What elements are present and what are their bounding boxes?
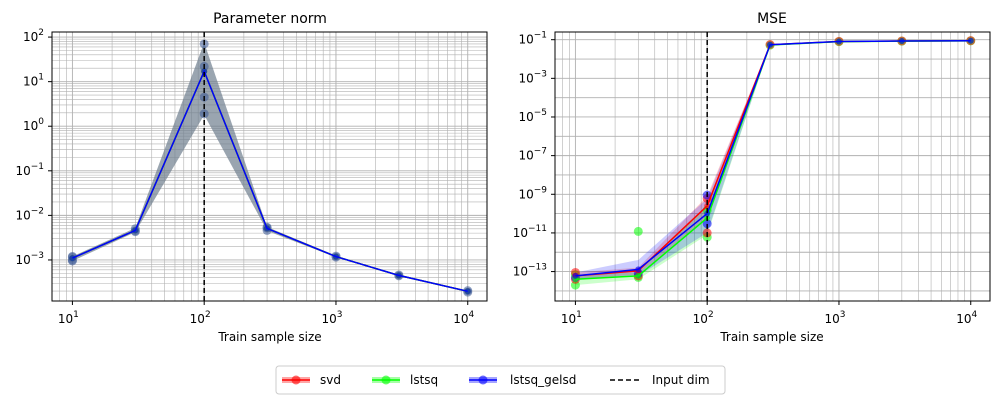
x-axis-label: Train sample size — [217, 330, 321, 344]
legend-item-lstsq: lstsq — [372, 373, 438, 387]
plot-frame — [51, 31, 488, 302]
series-marker-lstsq_gelsd — [967, 37, 974, 44]
data-point — [702, 219, 712, 229]
legend-marker — [478, 375, 488, 385]
legend: svd lstsq lstsq_gelsd Input dim — [275, 365, 726, 395]
y-tick-label: 10−9 — [518, 185, 547, 201]
x-axis-label: Train sample size — [719, 330, 823, 344]
series-marker-lstsq_gelsd — [704, 210, 711, 217]
series-marker-lstsq_gelsd — [332, 253, 339, 260]
legend-item-svd: svd — [282, 373, 341, 387]
legend-label: svd — [320, 373, 341, 387]
series-marker-lstsq_gelsd — [635, 266, 642, 273]
series-marker-lstsq_gelsd — [69, 255, 76, 262]
y-tick-label: 10−5 — [518, 108, 547, 124]
legend-label: Input dim — [652, 373, 710, 387]
series-marker-lstsq_gelsd — [898, 38, 905, 45]
y-tick-label: 101 — [23, 73, 44, 89]
series-marker-lstsq_gelsd — [835, 38, 842, 45]
y-tick-label: 10−1 — [15, 162, 44, 178]
y-tick-label: 10−2 — [15, 206, 44, 222]
legend-label: lstsq_gelsd — [510, 373, 576, 387]
series-marker-lstsq_gelsd — [264, 225, 271, 232]
y-tick-label: 10−3 — [15, 251, 44, 267]
mse-chart: MSE Train sample size 101 102 103 10410−131… — [513, 11, 991, 344]
legend-marker — [381, 375, 391, 385]
series-marker-lstsq_gelsd — [201, 68, 208, 75]
chart-title: MSE — [757, 11, 787, 27]
series-marker-lstsq_gelsd — [572, 272, 579, 279]
chart-title: Parameter norm — [213, 11, 327, 27]
legend-item-lstsq-gelsd: lstsq_gelsd — [469, 373, 576, 387]
y-tick-label: 10−3 — [518, 69, 547, 85]
series-marker-lstsq_gelsd — [767, 41, 774, 48]
series-marker-lstsq — [635, 272, 642, 279]
y-tick-label: 10−13 — [513, 263, 547, 279]
y-tick-label: 10−7 — [518, 147, 547, 163]
legend-label: lstsq — [410, 373, 438, 387]
legend-item-input-dim: Input dim — [610, 373, 710, 387]
legend-marker — [291, 375, 301, 385]
series-marker-lstsq_gelsd — [132, 227, 139, 234]
legend-frame — [275, 365, 726, 395]
data-point — [633, 226, 643, 236]
grid — [51, 32, 487, 301]
parameter-norm-chart: Parameter norm Train sample size 101 102 1… — [15, 11, 488, 344]
y-tick-label: 102 — [23, 28, 44, 44]
plot-frame — [554, 31, 991, 302]
y-tick-label: 100 — [23, 117, 44, 133]
y-tick-label: 10−11 — [513, 224, 547, 240]
series-marker-lstsq_gelsd — [464, 288, 471, 295]
y-tick-label: 10−1 — [518, 31, 547, 47]
series-marker-lstsq_gelsd — [395, 272, 402, 279]
series-marker-svd — [704, 202, 711, 209]
